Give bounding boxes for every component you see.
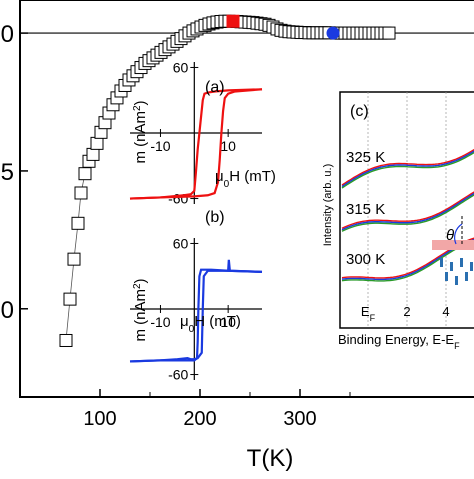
inset-y-tick-label: 60 (173, 235, 189, 251)
main-series-markers (59, 14, 396, 347)
data-point (86, 147, 100, 161)
inset-b-y-axis-label: m (nAm2) (132, 278, 150, 341)
data-point (90, 136, 104, 150)
inset-b-panel-label: (b) (205, 209, 225, 226)
inset-a-panel-label: (a) (205, 79, 225, 96)
data-point (67, 252, 81, 266)
inset-c-y-axis-label: Intensity (arb. u.) (322, 164, 334, 247)
atom-marker (440, 258, 443, 267)
main-x-tick-label: 100 (83, 408, 116, 430)
inset-a-axes: 60 -60 -10 10 (130, 59, 262, 207)
main-x-tick-label: 200 (183, 408, 216, 430)
spectrum-curve (341, 148, 474, 186)
main-highlight-markers (226, 14, 340, 40)
spectrum-curve (341, 151, 474, 189)
inset-a: 60 -60 -10 10 (a) m (nAm2) μ0H (mT) (129, 59, 276, 207)
main-y-tick-label: .5 (0, 159, 14, 186)
inset-b-ascending-branch (129, 259, 263, 363)
main-y-tick-label: 0 (1, 21, 14, 48)
spectrum-curve (341, 150, 474, 188)
highlight-point (226, 14, 240, 28)
atom-marker (450, 262, 453, 271)
atom-marker (460, 258, 463, 267)
inset-b-axes: 60 -60 -10 10 (130, 235, 262, 383)
main-x-ticks: 100 200 300 (83, 389, 351, 430)
spectrum-curve (341, 192, 474, 231)
inset-a-x-axis-label: μ0H (mT) (215, 168, 276, 190)
inset-c-curve-label: 300 K (346, 251, 385, 268)
inset-x-tick-label: -10 (150, 314, 170, 330)
inset-c-theta-arc (454, 223, 463, 245)
inset-c-curve-label: 315 K (346, 201, 385, 218)
main-x-tick-label: 300 (283, 408, 316, 430)
data-point (71, 216, 85, 230)
inset-c-x-axis-label: Binding Energy, E-EF (338, 332, 460, 351)
atom-marker (470, 262, 473, 271)
spectrum-curve (341, 191, 474, 229)
inset-c-panel-label: (c) (350, 103, 369, 120)
inset-c: (c) 325 K 315 K 300 K Intensity (arb. u.… (322, 91, 474, 351)
inset-c-x-tick-label: 2 (403, 304, 410, 319)
atom-marker (465, 272, 468, 281)
inset-x-tick-label: 10 (220, 138, 236, 154)
atom-marker (445, 272, 448, 281)
inset-a-ascending-branch (129, 88, 263, 200)
inset-c-atom-diagram (440, 258, 473, 285)
highlight-point (326, 26, 340, 40)
inset-y-tick-label: -60 (168, 191, 188, 207)
inset-c-curve-label: 325 K (346, 149, 385, 166)
inset-x-tick-label: 10 (220, 314, 236, 330)
inset-y-tick-label: 60 (173, 59, 189, 75)
inset-c-x-tick-label: 4 (442, 304, 449, 319)
data-point (78, 167, 92, 181)
main-y-ticks: 0.50 (0, 21, 28, 324)
main-x-axis-label: T(K) (247, 445, 294, 472)
inset-y-tick-label: -60 (168, 367, 188, 383)
spectrum-curve (341, 194, 474, 232)
inset-b-x-axis-label: μ0H (mT) (180, 313, 241, 335)
inset-b: 60 -60 -10 10 (b) m (nAm2) μ0H (mT) (129, 209, 263, 383)
data-point (59, 333, 73, 347)
main-y-tick-label: 0 (1, 297, 14, 324)
inset-a-descending-branch (129, 88, 263, 200)
inset-c-shaded-band (432, 240, 474, 250)
inset-a-y-axis-label: m (nAm2) (132, 100, 150, 163)
inset-x-tick-label: -10 (150, 138, 170, 154)
data-point (382, 26, 396, 40)
inset-c-theta-label: θ (446, 227, 454, 244)
data-point (63, 292, 77, 306)
atom-marker (455, 276, 458, 285)
data-point (74, 186, 88, 200)
